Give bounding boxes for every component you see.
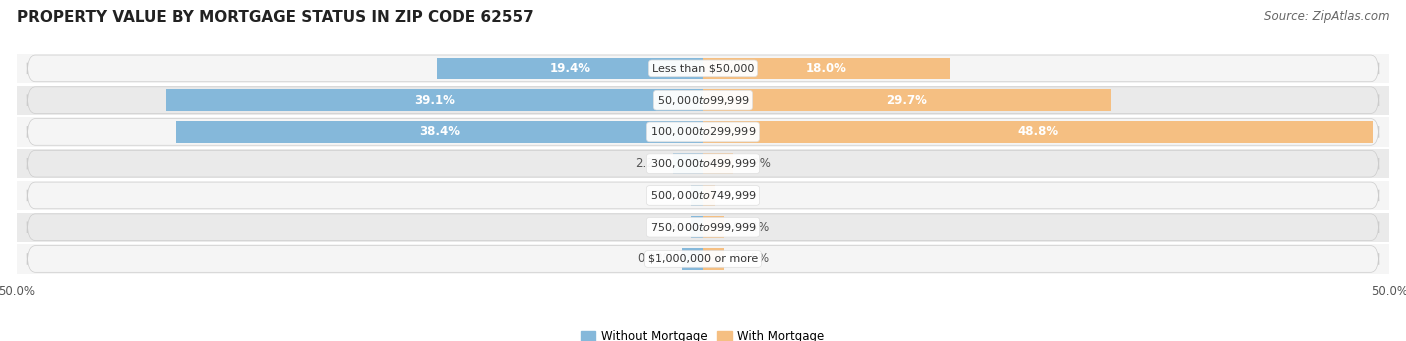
Legend: Without Mortgage, With Mortgage: Without Mortgage, With Mortgage bbox=[576, 325, 830, 341]
Text: $100,000 to $299,999: $100,000 to $299,999 bbox=[650, 125, 756, 138]
FancyBboxPatch shape bbox=[27, 119, 1379, 145]
Bar bbox=[703, 58, 950, 79]
Bar bbox=[690, 217, 703, 238]
Text: $50,000 to $99,999: $50,000 to $99,999 bbox=[657, 94, 749, 107]
Text: 0.0%: 0.0% bbox=[724, 189, 754, 202]
Bar bbox=[703, 184, 716, 206]
Text: 48.8%: 48.8% bbox=[1018, 125, 1059, 138]
Bar bbox=[166, 89, 703, 111]
Bar bbox=[690, 184, 703, 206]
FancyBboxPatch shape bbox=[27, 214, 1379, 240]
Text: 0.0%: 0.0% bbox=[652, 221, 682, 234]
FancyBboxPatch shape bbox=[27, 55, 1379, 82]
FancyBboxPatch shape bbox=[27, 182, 1379, 209]
Bar bbox=[17, 244, 1389, 273]
Text: 2.2%: 2.2% bbox=[741, 157, 772, 170]
Text: 29.7%: 29.7% bbox=[886, 94, 927, 107]
Text: 39.1%: 39.1% bbox=[415, 94, 456, 107]
Bar bbox=[673, 153, 703, 175]
FancyBboxPatch shape bbox=[27, 150, 1379, 177]
Bar bbox=[17, 86, 1389, 115]
Text: Less than $50,000: Less than $50,000 bbox=[652, 63, 754, 73]
Text: 38.4%: 38.4% bbox=[419, 125, 460, 138]
Bar bbox=[682, 248, 703, 270]
Text: 18.0%: 18.0% bbox=[806, 62, 846, 75]
Bar bbox=[17, 149, 1389, 178]
Text: $1,000,000 or more: $1,000,000 or more bbox=[648, 254, 758, 264]
FancyBboxPatch shape bbox=[27, 246, 1379, 272]
Bar bbox=[437, 58, 703, 79]
Text: $300,000 to $499,999: $300,000 to $499,999 bbox=[650, 157, 756, 170]
Bar bbox=[703, 89, 1111, 111]
Bar bbox=[17, 117, 1389, 147]
FancyBboxPatch shape bbox=[27, 87, 1379, 114]
Bar bbox=[17, 212, 1389, 242]
Text: 0.65%: 0.65% bbox=[731, 252, 769, 266]
Bar bbox=[703, 248, 724, 270]
Text: $750,000 to $999,999: $750,000 to $999,999 bbox=[650, 221, 756, 234]
Text: 19.4%: 19.4% bbox=[550, 62, 591, 75]
Text: 0.83%: 0.83% bbox=[637, 252, 675, 266]
Bar bbox=[703, 217, 724, 238]
Text: 2.2%: 2.2% bbox=[634, 157, 665, 170]
Bar bbox=[703, 153, 733, 175]
Text: PROPERTY VALUE BY MORTGAGE STATUS IN ZIP CODE 62557: PROPERTY VALUE BY MORTGAGE STATUS IN ZIP… bbox=[17, 10, 534, 25]
Text: $500,000 to $749,999: $500,000 to $749,999 bbox=[650, 189, 756, 202]
Bar bbox=[17, 181, 1389, 210]
Bar bbox=[17, 54, 1389, 83]
Bar bbox=[176, 121, 703, 143]
Bar bbox=[703, 121, 1372, 143]
Text: 0.0%: 0.0% bbox=[652, 189, 682, 202]
Text: 0.74%: 0.74% bbox=[731, 221, 769, 234]
Text: Source: ZipAtlas.com: Source: ZipAtlas.com bbox=[1264, 10, 1389, 23]
